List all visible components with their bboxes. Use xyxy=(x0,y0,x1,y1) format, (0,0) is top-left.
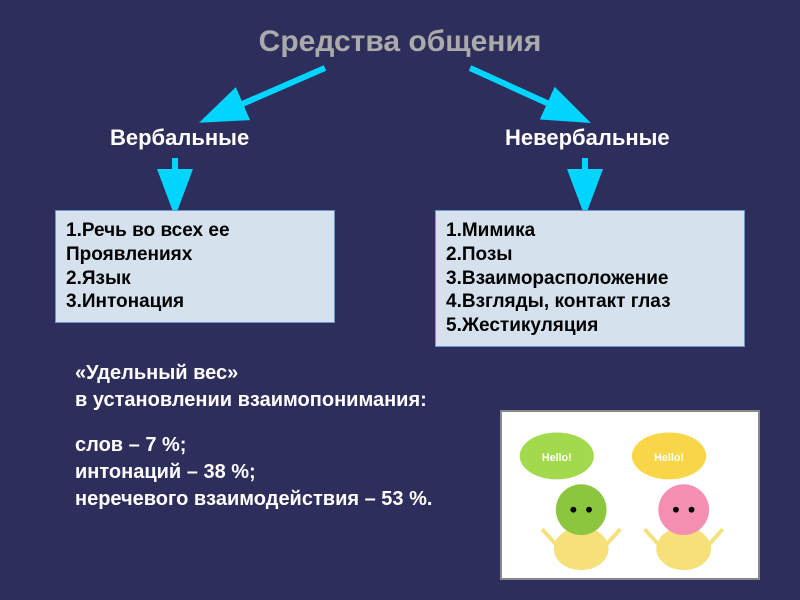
list-item: 1.Речь во всех ее xyxy=(66,219,324,243)
speech-bubble-left: Hello! xyxy=(520,433,594,480)
char-eye xyxy=(689,507,695,513)
bubble-text: Hello! xyxy=(542,452,572,464)
left-branch-label: Вербальные xyxy=(110,125,249,151)
illustration-svg: Hello! Hello! xyxy=(502,412,758,578)
right-character: Hello! xyxy=(632,433,723,571)
list-item: 5.Жестикуляция xyxy=(446,314,734,338)
footer-stat: неречевого взаимодействия – 53 %. xyxy=(75,486,432,513)
right-branch-label: Невербальные xyxy=(505,125,670,151)
left-content-box: 1.Речь во всех ее Проявлениях 2.Язык 3.И… xyxy=(55,210,335,323)
footer-stat: интонаций – 38 %; xyxy=(75,459,432,486)
list-item: 3.Интонация xyxy=(66,290,324,314)
char-head xyxy=(658,484,709,535)
footer-heading-1: «Удельный вес» xyxy=(75,360,432,387)
list-item: 1.Мимика xyxy=(446,219,734,243)
right-list: 1.Мимика 2.Позы 3.Взаиморасположение 4.В… xyxy=(446,219,734,338)
list-item: 2.Позы xyxy=(446,243,734,267)
list-item: 2.Язык xyxy=(66,267,324,291)
arrow-line-2 xyxy=(470,68,580,118)
bubble-text: Hello! xyxy=(654,452,684,464)
illustration: Hello! Hello! xyxy=(500,410,760,580)
footer-block: «Удельный вес» в установлении взаимопони… xyxy=(75,360,432,513)
right-content-box: 1.Мимика 2.Позы 3.Взаиморасположение 4.В… xyxy=(435,210,745,347)
footer-stat: слов – 7 %; xyxy=(75,432,432,459)
list-item: Проявлениях xyxy=(66,243,324,267)
left-character: Hello! xyxy=(520,433,621,571)
arrow-line-1 xyxy=(210,68,325,118)
list-item: 4.Взгляды, контакт глаз xyxy=(446,290,734,314)
char-head xyxy=(556,484,607,535)
list-item: 3.Взаиморасположение xyxy=(446,267,734,291)
char-eye xyxy=(586,507,592,513)
page-title: Средства общения xyxy=(259,25,542,59)
left-list: 1.Речь во всех ее Проявлениях 2.Язык 3.И… xyxy=(66,219,324,314)
speech-bubble-right: Hello! xyxy=(632,433,706,480)
footer-heading-2: в установлении взаимопонимания: xyxy=(75,387,432,414)
char-eye xyxy=(570,507,576,513)
char-eye xyxy=(673,507,679,513)
